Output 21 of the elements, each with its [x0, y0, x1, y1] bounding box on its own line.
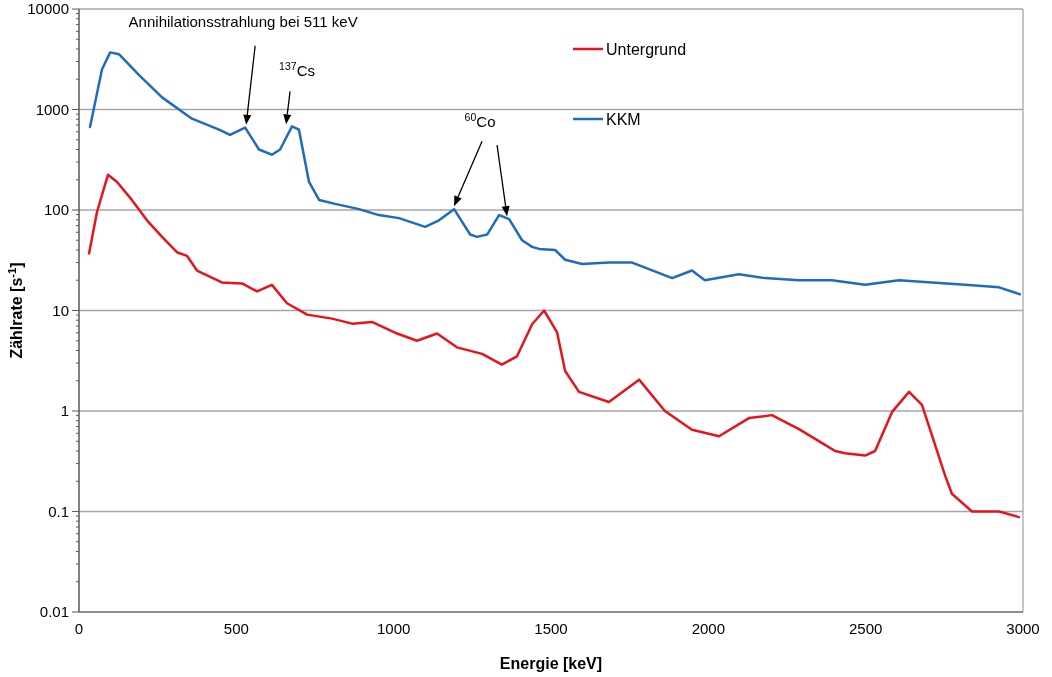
y-tick-label: 10000 [27, 0, 69, 18]
legend-label: KKM [606, 110, 641, 128]
annotation: Annihilationsstrahlung bei 511 keV [128, 12, 358, 30]
legend-label: Untergrund [606, 40, 687, 58]
x-tick-label: 1500 [534, 620, 568, 637]
x-tick-label: 3000 [1006, 620, 1040, 637]
x-tick-label: 1000 [376, 620, 411, 637]
x-tick-label: 0 [74, 620, 84, 637]
x-axis-title: Energie [keV] [499, 655, 603, 672]
annotation: $^{137}$Cs [279, 60, 315, 80]
x-tick-label: 2500 [848, 620, 883, 637]
x-tick-label: 2000 [691, 620, 726, 637]
line-series [87, 173, 1021, 519]
x-tick-label: 500 [223, 620, 249, 637]
y-tick-label: 10 [52, 301, 69, 319]
annotation: $^{60}$Co [464, 111, 496, 131]
y-tick-label: 1 [60, 402, 69, 420]
y-tick-label: 0.1 [48, 502, 69, 520]
y-tick-label: 100 [43, 201, 69, 219]
y-tick-label: 0.01 [39, 603, 69, 621]
y-tick-label: 1000 [35, 100, 69, 118]
